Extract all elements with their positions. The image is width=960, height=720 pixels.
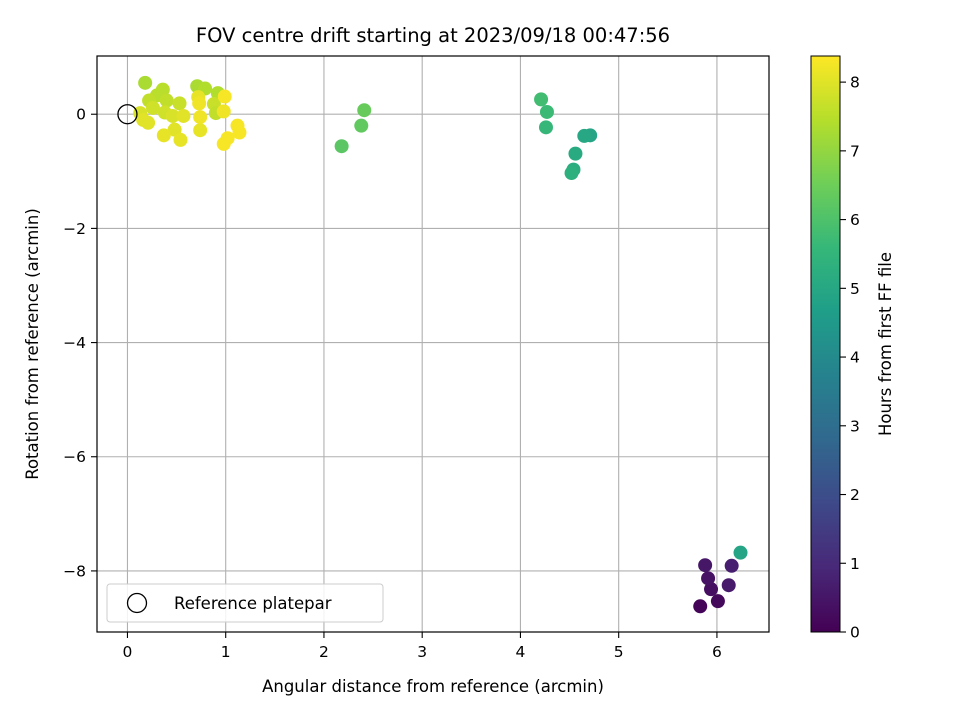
data-point: [176, 108, 191, 123]
x-tick-label: 4: [516, 643, 526, 661]
data-point: [693, 599, 708, 614]
data-points: [133, 75, 748, 614]
data-point: [167, 122, 182, 137]
x-tick-label: 0: [123, 643, 133, 661]
y-axis-label: Rotation from reference (arcmin): [23, 208, 42, 480]
data-point: [568, 146, 583, 161]
data-point: [138, 75, 153, 90]
y-tick-label: −4: [63, 334, 86, 352]
data-point: [701, 571, 716, 586]
y-tick-label: −2: [63, 220, 86, 238]
reference-layer: [117, 104, 138, 125]
legend-label-reference: Reference platepar: [174, 594, 332, 613]
colorbar-tick-label: 5: [850, 280, 860, 298]
y-tick-label: 0: [76, 106, 86, 124]
x-tick-label: 1: [221, 643, 231, 661]
data-point: [156, 128, 171, 143]
data-point: [577, 128, 592, 143]
chart-title: FOV centre drift starting at 2023/09/18 …: [196, 24, 670, 47]
grid: [97, 56, 769, 632]
x-tick-label: 2: [319, 643, 329, 661]
colorbar-tick-label: 6: [850, 211, 860, 229]
data-point: [173, 132, 188, 147]
data-point: [724, 558, 739, 573]
data-point: [334, 139, 349, 154]
legend: Reference platepar: [106, 583, 384, 623]
data-point: [539, 104, 554, 119]
data-point: [733, 545, 748, 560]
data-point: [710, 594, 725, 609]
data-point: [534, 92, 549, 107]
data-point: [217, 89, 232, 104]
data-point: [538, 120, 553, 135]
x-tick-label: 3: [417, 643, 427, 661]
colorbar-ticks: 0 1 2 3 4 5 6 7 8: [840, 74, 860, 642]
colorbar-tick-label: 8: [850, 74, 860, 92]
data-point: [193, 123, 208, 138]
data-point: [141, 115, 156, 130]
x-axis-label: Angular distance from reference (arcmin): [262, 677, 604, 696]
colorbar-tick-label: 4: [850, 349, 860, 367]
data-point: [146, 100, 160, 115]
data-point: [192, 96, 207, 111]
legend-box: [106, 583, 384, 623]
reference-platepar-marker: [117, 104, 138, 125]
data-point: [564, 166, 579, 181]
colorbar-label: Hours from first FF file: [876, 252, 895, 436]
x-tick-label: 6: [712, 643, 722, 661]
y-tick-label: −8: [63, 562, 86, 580]
data-point: [357, 103, 372, 118]
colorbar-tick-label: 0: [850, 624, 860, 642]
colorbar-tick-label: 3: [850, 417, 860, 435]
data-point: [216, 136, 231, 151]
x-axis-ticks: 0 1 2 3 4 5 6: [123, 632, 722, 661]
legend-marker-reference: [126, 592, 148, 614]
colorbar-tick-label: 7: [850, 142, 860, 160]
data-point: [165, 108, 180, 123]
data-point: [354, 118, 369, 133]
data-point: [172, 96, 187, 111]
x-tick-label: 5: [614, 643, 624, 661]
colorbar-tick-label: 1: [850, 555, 860, 573]
data-point: [698, 558, 713, 573]
data-point: [193, 110, 208, 125]
data-point: [159, 93, 174, 108]
data-point: [721, 578, 736, 593]
data-point: [216, 104, 231, 119]
data-point: [232, 125, 247, 140]
data-point: [704, 582, 719, 597]
y-tick-label: −6: [63, 448, 86, 466]
y-axis-ticks: 0 −2 −4 −6 −8: [63, 106, 97, 580]
plot-frame: [96, 55, 770, 633]
colorbar: [810, 55, 841, 633]
colorbar-tick-label: 2: [850, 486, 860, 504]
